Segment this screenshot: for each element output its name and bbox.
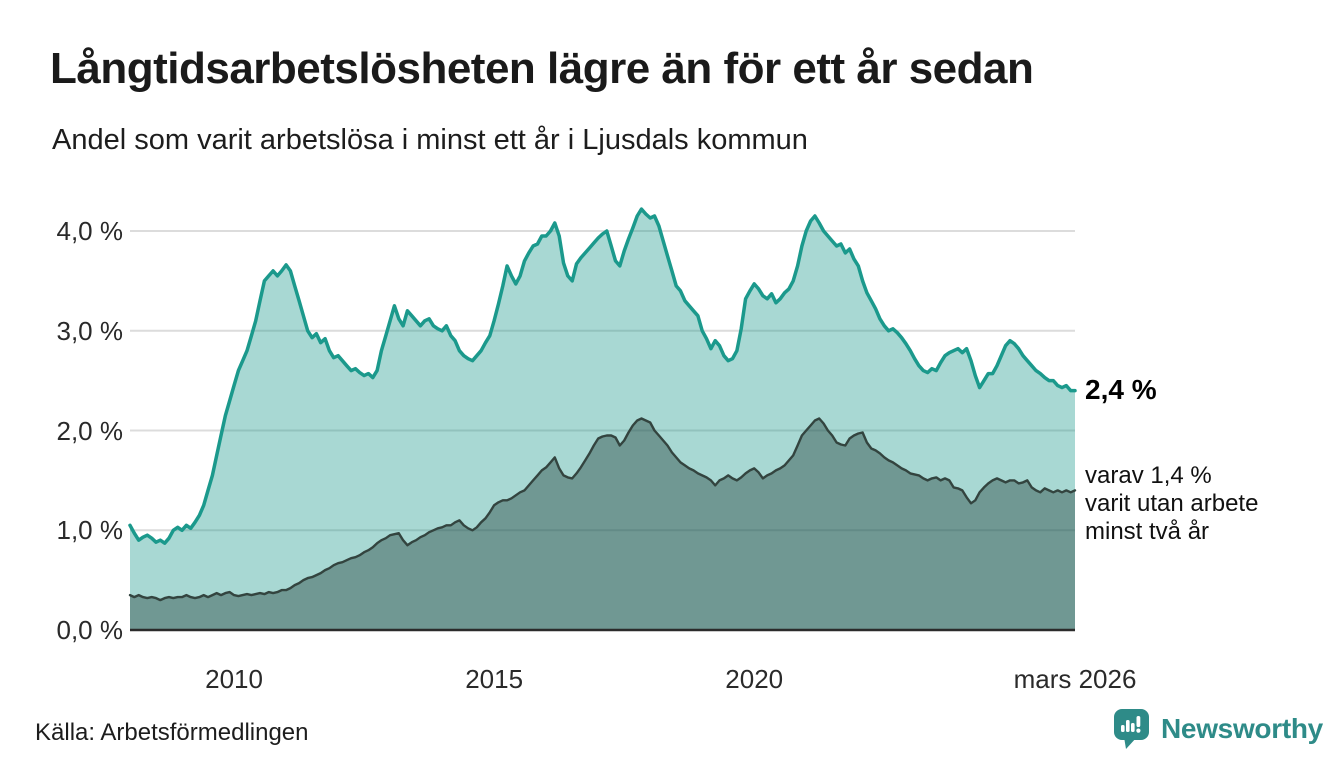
secondary-annotation-line: varit utan arbete (1085, 490, 1259, 517)
secondary-annotation-line: varav 1,4 % (1085, 462, 1212, 489)
x-axis-label: 2010 (205, 664, 263, 694)
y-axis-label: 2,0 % (56, 415, 124, 446)
brand-name: Newsworthy (1161, 713, 1323, 744)
series-area-one-year (130, 209, 1075, 630)
y-axis-label: 3,0 % (56, 315, 124, 346)
y-axis-label: 1,0 % (56, 515, 124, 546)
newsworthy-icon (1114, 709, 1149, 749)
latest-value-label: 2,4 % (1085, 374, 1157, 405)
x-axis-label: mars 2026 (1013, 664, 1137, 694)
chart-subtitle: Andel som varit arbetslösa i minst ett å… (52, 124, 808, 156)
x-axis-label: 2020 (725, 664, 784, 694)
secondary-annotation: varav 1,4 % varit utan arbete minst två … (1085, 462, 1258, 546)
secondary-annotation-line: minst två år (1085, 518, 1210, 545)
brand-logo: Newsworthy (1113, 708, 1323, 750)
source-note: Källa: Arbetsförmedlingen (35, 719, 309, 746)
series-line-two-years (128, 417, 1077, 602)
y-axis-label: 0,0 % (56, 615, 124, 645)
x-axis-label: 2015 (465, 664, 524, 694)
y-axis-label: 4,0 % (56, 216, 124, 246)
series-line-one-year (128, 207, 1077, 545)
series-area-two-years (130, 418, 1075, 630)
page-title: Långtidsarbetslösheten lägre än för ett … (50, 44, 1034, 93)
